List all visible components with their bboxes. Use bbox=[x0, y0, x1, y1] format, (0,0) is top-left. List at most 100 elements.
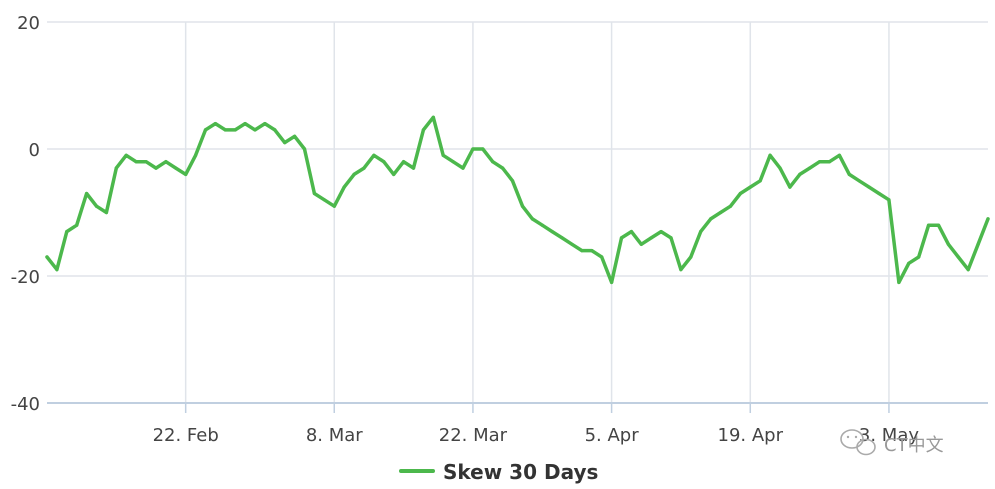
data-point bbox=[65, 230, 69, 234]
data-point bbox=[124, 153, 128, 157]
data-point bbox=[530, 217, 535, 221]
data-point bbox=[203, 128, 208, 132]
data-point bbox=[847, 172, 851, 176]
series-line bbox=[45, 115, 990, 285]
data-point bbox=[719, 210, 723, 215]
data-point bbox=[956, 255, 960, 259]
y-axis-tick-labels: 20 0 -20 -40 bbox=[11, 13, 40, 415]
data-point bbox=[174, 166, 178, 170]
data-point bbox=[55, 268, 59, 272]
data-point bbox=[976, 242, 980, 246]
data-point bbox=[411, 166, 416, 170]
data-point bbox=[709, 217, 713, 221]
x-gridlines bbox=[184, 22, 890, 413]
series-layer bbox=[45, 115, 990, 285]
data-point bbox=[936, 223, 941, 227]
data-point bbox=[421, 128, 425, 132]
watermark-text: CT中文 bbox=[884, 435, 944, 456]
y-tick-label: 20 bbox=[17, 13, 40, 34]
data-point bbox=[223, 128, 227, 132]
watermark: CT中文 bbox=[840, 429, 944, 456]
y-tick-label: 0 bbox=[29, 140, 40, 161]
data-point bbox=[134, 160, 138, 164]
data-point bbox=[253, 128, 257, 132]
data-point bbox=[144, 160, 148, 164]
data-point bbox=[728, 204, 733, 208]
data-point bbox=[600, 255, 604, 259]
data-point bbox=[312, 191, 316, 196]
data-point bbox=[540, 223, 544, 227]
data-point bbox=[986, 217, 990, 221]
data-point bbox=[293, 134, 297, 138]
data-point bbox=[352, 172, 356, 176]
data-point bbox=[461, 166, 465, 170]
data-point bbox=[243, 122, 247, 126]
x-tick-label: 3. May bbox=[859, 425, 919, 446]
data-point bbox=[94, 204, 99, 208]
data-point bbox=[392, 172, 396, 176]
data-point bbox=[917, 255, 921, 259]
x-tick-label: 5. Apr bbox=[585, 425, 640, 446]
data-point bbox=[471, 147, 475, 151]
wechat-icon bbox=[840, 429, 876, 456]
data-point bbox=[491, 160, 495, 164]
data-point bbox=[233, 128, 237, 132]
data-point bbox=[45, 255, 49, 259]
data-point bbox=[679, 268, 683, 272]
data-point bbox=[570, 242, 574, 246]
data-point bbox=[273, 128, 277, 132]
data-point bbox=[451, 160, 455, 164]
data-point bbox=[897, 280, 901, 284]
x-axis-tick-labels: 22. Feb 8. Mar 22. Mar 5. Apr 19. Apr 3. May bbox=[153, 425, 920, 446]
data-point bbox=[818, 160, 822, 164]
data-point bbox=[887, 198, 891, 202]
data-point bbox=[946, 242, 951, 246]
data-point bbox=[837, 153, 842, 157]
data-point bbox=[827, 160, 832, 164]
data-point bbox=[738, 191, 743, 196]
legend-label: Skew 30 Days bbox=[443, 460, 598, 484]
data-point bbox=[649, 236, 653, 240]
x-tick-label: 22. Feb bbox=[153, 425, 219, 446]
data-point bbox=[857, 179, 861, 183]
data-point bbox=[332, 204, 336, 208]
data-point bbox=[550, 230, 554, 234]
data-point bbox=[966, 268, 970, 272]
data-point bbox=[867, 185, 871, 189]
data-point bbox=[758, 179, 762, 183]
data-point bbox=[322, 198, 326, 202]
data-point bbox=[580, 249, 584, 253]
data-point bbox=[619, 236, 624, 240]
y-gridlines bbox=[47, 21, 988, 277]
data-point bbox=[302, 147, 307, 151]
data-point bbox=[194, 153, 198, 157]
data-point bbox=[768, 153, 772, 157]
data-point bbox=[659, 230, 663, 234]
data-point bbox=[699, 230, 703, 234]
data-point bbox=[669, 236, 673, 240]
data-point bbox=[639, 242, 643, 246]
data-point bbox=[382, 160, 386, 164]
data-point bbox=[362, 166, 366, 170]
data-point bbox=[75, 223, 79, 227]
data-point bbox=[501, 166, 505, 170]
data-point bbox=[907, 261, 911, 265]
data-point bbox=[788, 185, 792, 189]
data-point bbox=[629, 230, 634, 234]
data-point bbox=[441, 153, 445, 157]
x-tick-label: 8. Mar bbox=[306, 425, 363, 446]
data-point bbox=[877, 191, 881, 196]
data-point bbox=[510, 179, 515, 183]
data-point bbox=[778, 166, 782, 170]
data-point bbox=[104, 210, 108, 215]
data-point bbox=[263, 122, 267, 126]
data-point bbox=[342, 185, 346, 189]
data-point bbox=[213, 122, 217, 126]
data-point bbox=[927, 223, 931, 227]
data-point bbox=[154, 166, 158, 170]
data-point bbox=[402, 160, 406, 164]
data-point bbox=[560, 236, 564, 240]
legend[interactable]: Skew 30 Days bbox=[399, 460, 598, 484]
data-point bbox=[164, 160, 168, 164]
